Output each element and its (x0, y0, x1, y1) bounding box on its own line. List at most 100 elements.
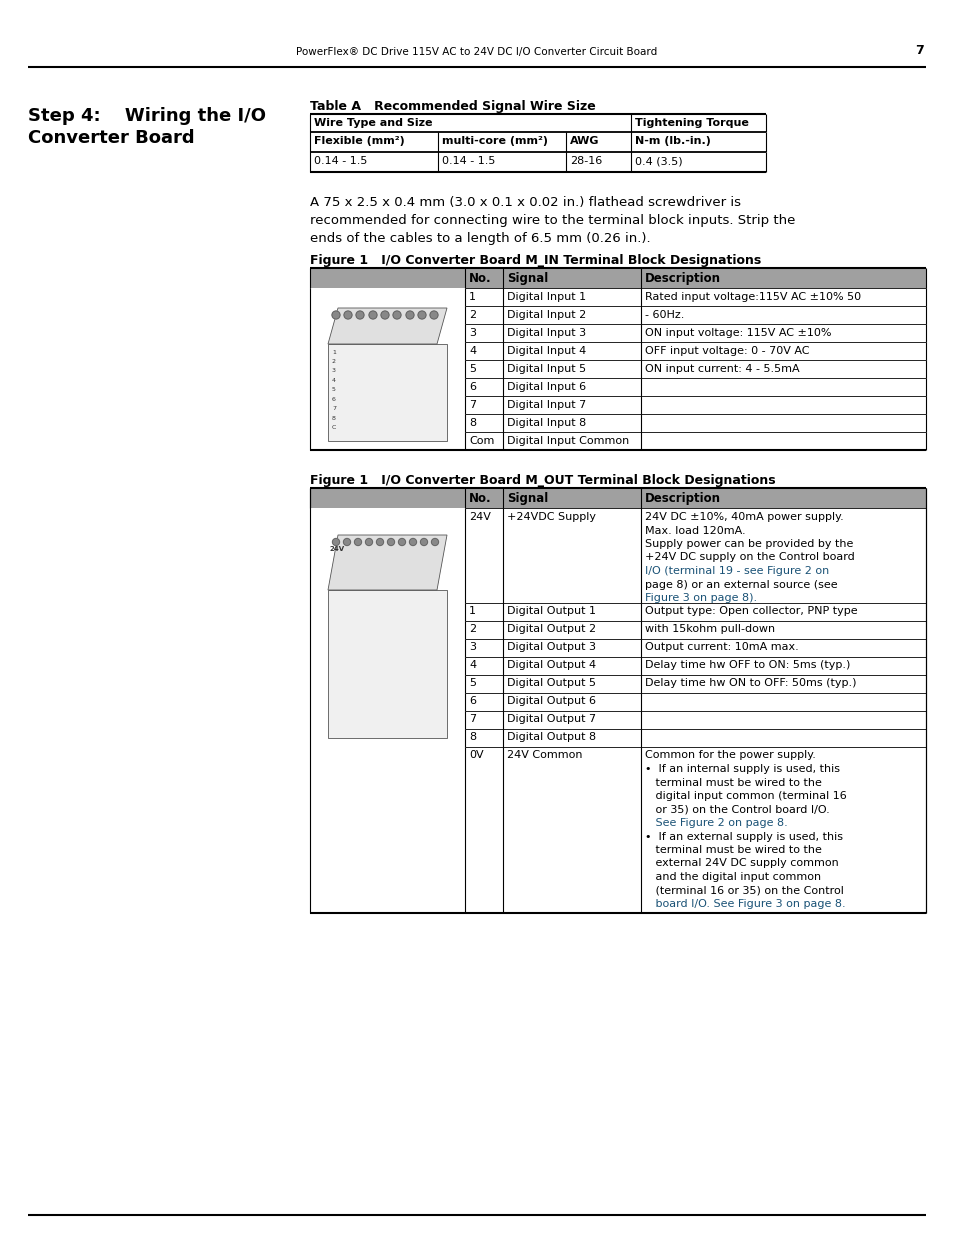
Text: external 24V DC supply common: external 24V DC supply common (644, 858, 838, 868)
Text: Output type: Open collector, PNP type: Output type: Open collector, PNP type (644, 606, 857, 616)
Text: PowerFlex® DC Drive 115V AC to 24V DC I/O Converter Circuit Board: PowerFlex® DC Drive 115V AC to 24V DC I/… (296, 47, 657, 57)
Text: Description: Description (644, 492, 720, 505)
Text: 24V: 24V (469, 513, 491, 522)
Bar (310, 268, 925, 288)
Text: Figure 3 on page 8).: Figure 3 on page 8). (644, 593, 757, 603)
Text: 8: 8 (469, 417, 476, 429)
Text: Figure 1   I/O Converter Board M_IN Terminal Block Designations: Figure 1 I/O Converter Board M_IN Termin… (310, 254, 760, 267)
Circle shape (355, 538, 361, 546)
Text: 1: 1 (332, 350, 335, 354)
Text: Digital Input 8: Digital Input 8 (506, 417, 586, 429)
Text: Digital Input 1: Digital Input 1 (506, 291, 585, 303)
Text: 7: 7 (332, 406, 335, 411)
Text: Tightening Torque: Tightening Torque (635, 119, 748, 128)
Circle shape (420, 538, 427, 546)
Text: A 75 x 2.5 x 0.4 mm (3.0 x 0.1 x 0.02 in.) flathead screwdriver is: A 75 x 2.5 x 0.4 mm (3.0 x 0.1 x 0.02 in… (310, 196, 740, 209)
Text: - 60Hz.: - 60Hz. (644, 310, 683, 320)
Text: 24V Common: 24V Common (506, 751, 582, 761)
Text: Digital Output 8: Digital Output 8 (506, 732, 596, 742)
Text: OFF input voltage: 0 - 70V AC: OFF input voltage: 0 - 70V AC (644, 346, 809, 356)
Text: 6: 6 (469, 697, 476, 706)
Text: •  If an external supply is used, this: • If an external supply is used, this (644, 831, 842, 841)
Text: Digital Output 3: Digital Output 3 (506, 642, 596, 652)
Text: 7: 7 (914, 44, 923, 57)
Circle shape (406, 311, 414, 319)
Text: Digital Output 6: Digital Output 6 (506, 697, 596, 706)
Circle shape (431, 538, 438, 546)
Bar (310, 488, 925, 508)
Text: N-m (lb.-in.): N-m (lb.-in.) (635, 136, 710, 146)
Circle shape (344, 311, 352, 319)
Text: or 35) on the Control board I/O.: or 35) on the Control board I/O. (644, 804, 829, 815)
Text: 4: 4 (469, 661, 476, 671)
Text: Delay time hw OFF to ON: 5ms (typ.): Delay time hw OFF to ON: 5ms (typ.) (644, 661, 849, 671)
Text: 8: 8 (332, 416, 335, 421)
Circle shape (409, 538, 416, 546)
Text: •  If an internal supply is used, this: • If an internal supply is used, this (644, 764, 840, 774)
Text: Digital Output 7: Digital Output 7 (506, 715, 596, 725)
Circle shape (393, 311, 400, 319)
Text: Digital Input 3: Digital Input 3 (506, 329, 585, 338)
Text: 4: 4 (332, 378, 335, 383)
Text: 1: 1 (469, 606, 476, 616)
Circle shape (430, 311, 437, 319)
Circle shape (380, 311, 389, 319)
Text: 4: 4 (469, 346, 476, 356)
Circle shape (417, 311, 426, 319)
Polygon shape (328, 308, 447, 345)
Text: +24VDC Supply: +24VDC Supply (506, 513, 596, 522)
Text: 24V DC ±10%, 40mA power supply.: 24V DC ±10%, 40mA power supply. (644, 513, 842, 522)
Text: 8: 8 (469, 732, 476, 742)
Text: Digital Output 2: Digital Output 2 (506, 625, 596, 635)
Text: recommended for connecting wire to the terminal block inputs. Strip the: recommended for connecting wire to the t… (310, 214, 795, 227)
Circle shape (355, 311, 364, 319)
Text: Digital Input 2: Digital Input 2 (506, 310, 586, 320)
Text: Wire Type and Size: Wire Type and Size (314, 119, 432, 128)
Text: C: C (332, 425, 336, 430)
Text: Digital Input 5: Digital Input 5 (506, 364, 585, 374)
Text: Step 4:  Wiring the I/O: Step 4: Wiring the I/O (28, 107, 266, 125)
Text: AWG: AWG (569, 136, 598, 146)
Text: See Figure 2 on page 8.: See Figure 2 on page 8. (644, 818, 787, 827)
Text: 3: 3 (332, 368, 335, 373)
Text: 3: 3 (469, 329, 476, 338)
Text: 0.14 - 1.5: 0.14 - 1.5 (441, 156, 495, 165)
Text: 1: 1 (469, 291, 476, 303)
Bar (328, 345, 447, 441)
Text: 2: 2 (469, 310, 476, 320)
Text: terminal must be wired to the: terminal must be wired to the (644, 845, 821, 855)
Text: and the digital input common: and the digital input common (644, 872, 821, 882)
Text: Flexible (mm²): Flexible (mm²) (314, 136, 404, 146)
Text: Converter Board: Converter Board (28, 128, 194, 147)
Text: page 8) or an external source (see: page 8) or an external source (see (644, 579, 837, 589)
Polygon shape (328, 535, 447, 590)
Text: 7: 7 (469, 715, 476, 725)
Bar (310, 268, 464, 288)
Text: (terminal 16 or 35) on the Control: (terminal 16 or 35) on the Control (644, 885, 843, 895)
Bar (328, 590, 447, 739)
Text: 0.14 - 1.5: 0.14 - 1.5 (314, 156, 367, 165)
Text: No.: No. (469, 272, 491, 285)
Text: 3: 3 (469, 642, 476, 652)
Text: Common for the power supply.: Common for the power supply. (644, 751, 815, 761)
Text: 5: 5 (469, 364, 476, 374)
Text: I/O (terminal 19 - see Figure 2 on: I/O (terminal 19 - see Figure 2 on (644, 566, 828, 576)
Text: Digital Output 1: Digital Output 1 (506, 606, 596, 616)
Circle shape (332, 311, 339, 319)
Bar (310, 288, 464, 450)
Circle shape (365, 538, 372, 546)
Text: Digital Input 7: Digital Input 7 (506, 400, 586, 410)
Text: Digital Output 4: Digital Output 4 (506, 661, 596, 671)
Text: Max. load 120mA.: Max. load 120mA. (644, 526, 745, 536)
Text: ends of the cables to a length of 6.5 mm (0.26 in.).: ends of the cables to a length of 6.5 mm… (310, 232, 650, 245)
Text: 0V: 0V (469, 751, 483, 761)
Text: Signal: Signal (506, 272, 548, 285)
Text: 0.4 (3.5): 0.4 (3.5) (635, 156, 682, 165)
Text: Digital Output 5: Digital Output 5 (506, 678, 596, 688)
Text: Figure 1   I/O Converter Board M_OUT Terminal Block Designations: Figure 1 I/O Converter Board M_OUT Termi… (310, 474, 775, 487)
Text: ON input voltage: 115V AC ±10%: ON input voltage: 115V AC ±10% (644, 329, 831, 338)
Text: +24V DC supply on the Control board: +24V DC supply on the Control board (644, 552, 854, 562)
Text: 7: 7 (469, 400, 476, 410)
Text: multi-core (mm²): multi-core (mm²) (441, 136, 547, 146)
Circle shape (343, 538, 350, 546)
